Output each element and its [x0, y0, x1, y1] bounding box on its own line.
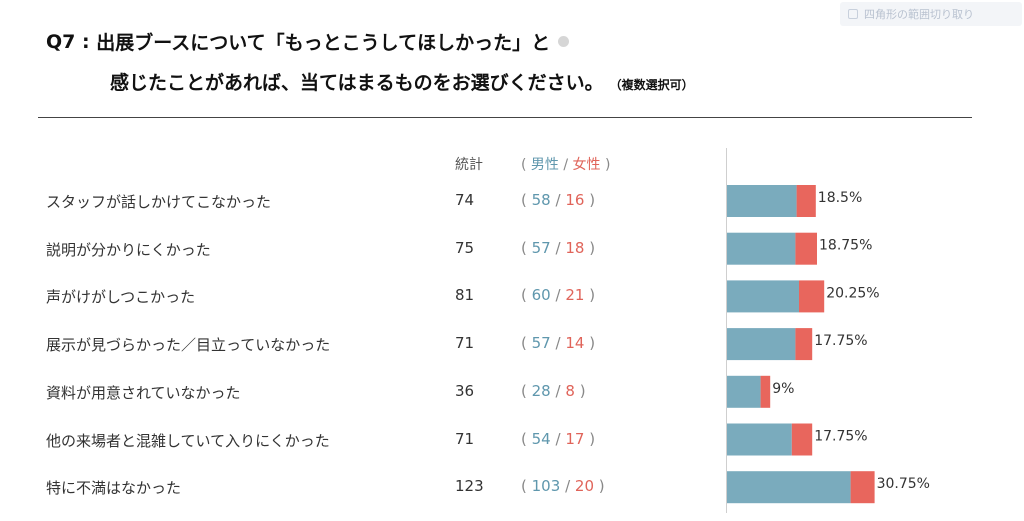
row-total: 123 [455, 477, 484, 496]
bar-male [727, 375, 761, 408]
row-female-count: 16 [565, 191, 585, 209]
row-total: 36 [455, 381, 475, 400]
column-header-total: 統計 [455, 157, 483, 173]
row-gender-split: ( 60 / 21 ) [521, 286, 595, 304]
bar-female [795, 328, 813, 361]
crop-tool-label: 四角形の範囲切り取り [864, 8, 974, 21]
slash: / [555, 381, 561, 400]
question-text-2: 感じたことがあれば、当てはまるものをお選びください。 [110, 72, 604, 94]
paren-open: ( [521, 191, 527, 209]
question-title-line2: 感じたことがあれば、当てはまるものをお選びください。 （複数選択可） [110, 68, 694, 95]
row-gender-split: ( 54 / 17 ) [521, 430, 595, 448]
paren-open: ( [521, 238, 527, 257]
bar-male [727, 280, 799, 313]
bar-male [727, 471, 851, 504]
chart-axis [726, 148, 727, 513]
paren-open: ( [521, 429, 527, 448]
slash: / [565, 477, 571, 496]
paren-open: ( [521, 334, 527, 353]
row-female-count: 21 [565, 286, 585, 305]
row-male-count: 28 [531, 381, 551, 400]
slash: / [555, 238, 561, 257]
dot-marker [558, 36, 570, 47]
row-gender-split: ( 28 / 8 ) [521, 382, 586, 400]
row-label: 特に不満はなかった [46, 479, 182, 498]
bar-percent-label: 17.75% [814, 333, 867, 349]
bar-female [791, 423, 813, 456]
legend-male: 男性 [530, 157, 559, 173]
slash: / [555, 191, 561, 209]
question-number: Q7 [46, 30, 76, 53]
slash: / [555, 429, 561, 448]
title-divider [38, 117, 972, 118]
row-total: 71 [455, 334, 475, 353]
bar-female [795, 232, 817, 265]
row-male-count: 103 [531, 477, 561, 496]
row-female-count: 18 [565, 238, 585, 257]
paren-close: ) [589, 238, 596, 257]
bar-percent-label: 18.5% [818, 190, 862, 206]
bar-percent-label: 20.25% [826, 285, 879, 301]
row-total: 75 [455, 238, 475, 257]
paren-close: ) [589, 429, 596, 448]
row-male-count: 58 [531, 191, 551, 209]
bar-female [850, 471, 875, 504]
crop-icon [848, 9, 858, 19]
row-male-count: 57 [531, 238, 551, 257]
row-label: 説明が分かりにくかった [46, 240, 211, 259]
bar-male [727, 185, 797, 217]
row-female-count: 8 [565, 381, 575, 400]
row-female-count: 20 [574, 477, 594, 496]
bar-percent-label: 17.75% [814, 429, 867, 445]
bar-percent-label: 30.75% [877, 476, 930, 492]
paren-open: ( [521, 381, 527, 400]
bar-female [799, 280, 825, 313]
row-label: 展示が見づらかった／目立っていなかった [46, 336, 331, 355]
row-gender-split: ( 57 / 14 ) [521, 334, 595, 352]
row-label: スタッフが話しかけてこなかった [46, 193, 272, 211]
legend-female: 女性 [572, 157, 601, 173]
row-gender-split: ( 103 / 20 ) [521, 477, 605, 495]
bar-female [760, 375, 771, 408]
row-total: 74 [455, 191, 475, 209]
bar-male [727, 232, 796, 265]
bar-male [727, 423, 792, 456]
row-female-count: 14 [565, 334, 585, 353]
slash: / [555, 286, 561, 305]
row-label: 資料が用意されていなかった [46, 383, 241, 402]
row-gender-split: ( 58 / 16 ) [521, 191, 595, 209]
paren-close: ) [579, 381, 586, 400]
paren-close: ) [589, 286, 596, 305]
bar-percent-label: 9% [772, 381, 794, 397]
row-male-count: 60 [531, 286, 551, 305]
question-note: （複数選択可） [609, 78, 694, 92]
paren-close: ) [598, 477, 605, 496]
row-male-count: 57 [531, 334, 551, 353]
question-title-line1: Q7 : 出展ブースについて「もっとこうしてほしかった」と [46, 28, 570, 55]
row-label: 声がけがしつこかった [46, 288, 196, 307]
paren-open: ( [521, 477, 527, 496]
row-label: 他の来場者と混雑していて入りにくかった [46, 431, 330, 450]
paren-close: ) [589, 191, 596, 209]
bar-female [796, 185, 816, 217]
question-text-1: 出展ブースについて「もっとこうしてほしかった」と [96, 32, 551, 54]
row-female-count: 17 [565, 429, 585, 448]
paren-close: ) [589, 334, 596, 353]
paren-open: ( [521, 286, 527, 305]
row-total: 81 [455, 286, 475, 305]
slash: / [555, 334, 561, 353]
column-header-gender: ( 男性 / 女性 ) [521, 157, 611, 173]
crop-tool-widget[interactable]: 四角形の範囲切り取り [840, 2, 1022, 26]
bar-male [727, 328, 796, 361]
bar-percent-label: 18.75% [819, 238, 872, 254]
row-gender-split: ( 57 / 18 ) [521, 239, 595, 257]
row-male-count: 54 [531, 429, 551, 448]
row-total: 71 [455, 429, 475, 448]
